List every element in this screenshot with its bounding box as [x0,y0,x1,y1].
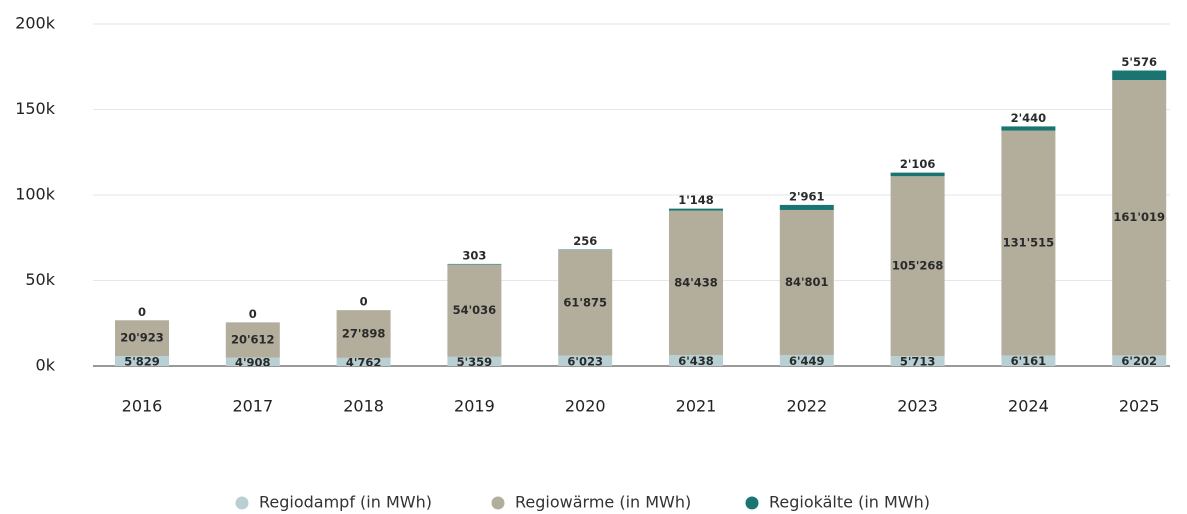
bar-segment [558,355,613,366]
x-tick-label: 2019 [454,397,495,416]
bar-segment [558,249,613,356]
bar-segment [1112,70,1167,81]
bar-segment [336,310,391,358]
x-tick-label: 2017 [232,397,273,416]
bar-segment [1112,80,1167,356]
legend-marker [491,496,505,510]
data-label: 0 [138,305,146,319]
data-label: 256 [573,234,597,248]
data-label: 54'036 [453,303,497,317]
data-label: 84'438 [674,275,718,289]
bar-segment [779,354,834,366]
data-label: 5'576 [1121,55,1157,69]
data-label: 2'106 [900,157,936,171]
data-label: 1'148 [678,193,714,207]
bar-segment [1001,126,1056,131]
y-tick-label: 100k [15,185,56,204]
bar-segment [669,210,723,355]
data-label: 2'961 [789,189,825,203]
x-tick-label: 2023 [897,397,938,416]
bar-segment [1001,130,1056,356]
legend-label: Regiokälte (in MWh) [769,493,930,512]
bar-segment [336,357,391,366]
x-tick-label: 2024 [1008,397,1049,416]
legend-label: Regiodampf (in MWh) [259,493,432,512]
data-label: 5'359 [457,355,493,369]
bar-segment [890,356,945,366]
data-label: 61'875 [563,295,607,309]
y-tick-label: 150k [15,99,56,118]
data-label: 20'923 [120,331,164,345]
data-label: 131'515 [1003,236,1055,250]
data-label: 4'762 [346,355,382,369]
bar-segment [225,357,280,366]
data-label: 5'829 [124,355,160,369]
bar-segment [890,176,945,357]
x-tick-label: 2016 [122,397,163,416]
y-tick-label: 50k [25,270,55,289]
data-label: 6'449 [789,354,825,368]
bar-segment [669,208,723,211]
bar-segment [1112,355,1167,366]
data-label: 161'019 [1113,210,1165,224]
legend-label: Regiowärme (in MWh) [515,493,691,512]
data-label: 5'713 [900,355,936,369]
legend-marker [745,496,759,510]
bar-segment [1001,355,1056,366]
data-label: 105'268 [892,259,944,273]
legend-marker [235,496,249,510]
bar-segment [115,320,169,357]
data-label: 2'440 [1011,111,1047,125]
x-tick-label: 2025 [1119,397,1160,416]
data-label: 0 [249,307,257,321]
x-tick-label: 2022 [786,397,827,416]
bar-segment [447,356,502,366]
data-label: 6'438 [678,354,714,368]
y-tick-label: 200k [15,14,56,33]
data-label: 4'908 [235,355,271,369]
x-tick-label: 2021 [676,397,717,416]
bar-segment [779,209,834,355]
bar-segment [447,264,502,357]
bar-segment [447,263,502,265]
bar-segment [115,356,169,366]
bar-segment [779,204,834,210]
data-label: 6'023 [567,354,603,368]
data-label: 27'898 [342,327,386,341]
x-tick-label: 2018 [343,397,384,416]
bar-segment [225,322,280,358]
bar-segment [890,172,945,177]
bar-segment [669,354,723,366]
data-label: 6'161 [1011,354,1047,368]
data-label: 84'801 [785,275,829,289]
data-label: 20'612 [231,332,275,346]
data-label: 303 [462,248,486,262]
data-label: 6'202 [1121,354,1157,368]
y-tick-label: 0k [36,356,56,375]
data-label: 0 [360,295,368,309]
x-tick-label: 2020 [565,397,606,416]
